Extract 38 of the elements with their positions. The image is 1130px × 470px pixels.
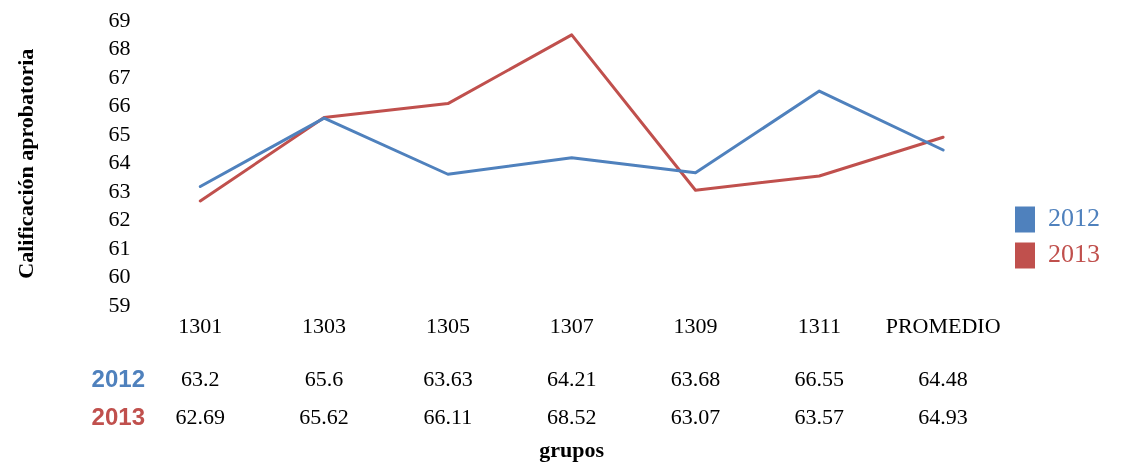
x-tick-label: PROMEDIO (885, 313, 1001, 339)
data-label: 64.48 (918, 365, 968, 391)
data-label: 64.93 (918, 403, 968, 429)
y-tick-label: 66 (108, 92, 131, 118)
y-tick-label: 62 (108, 206, 131, 232)
data-label: 63.63 (423, 365, 473, 391)
y-tick-label: 61 (108, 234, 131, 260)
y-tick-label: 65 (108, 120, 131, 146)
legend-label: 2013 (1048, 239, 1100, 269)
x-tick-label: 1305 (425, 313, 470, 339)
data-label: 64.21 (546, 365, 597, 391)
y-tick-label: 69 (108, 6, 131, 32)
text: 2013 (91, 402, 145, 430)
x-axis-title: grupos (539, 437, 605, 463)
data-label: 63.07 (670, 403, 721, 429)
data-label: 66.55 (794, 365, 845, 391)
legend-label: 2012 (1048, 203, 1100, 233)
x-tick-label: 1307 (549, 313, 594, 339)
data-label: 66.11 (423, 403, 473, 429)
data-label: 63.2 (181, 365, 220, 391)
data-label: 62.69 (175, 403, 226, 429)
x-tick-label: 1309 (673, 313, 718, 339)
y-tick-label: 68 (108, 35, 131, 61)
y-tick-label: 59 (108, 291, 131, 317)
y-axis-title: Calificación aprobatoria (12, 48, 38, 279)
text: 2012 (91, 364, 145, 392)
y-tick-label: 60 (108, 263, 131, 289)
x-tick-label: 1311 (797, 313, 841, 339)
data-label: 63.68 (670, 365, 721, 391)
y-tick-label: 67 (108, 63, 131, 89)
y-tick-label: 64 (108, 149, 131, 175)
data-label: 68.52 (546, 403, 597, 429)
data-label: 65.6 (304, 365, 344, 391)
data-label: 65.62 (299, 403, 349, 429)
x-tick-label: 1303 (302, 313, 347, 339)
y-tick-label: 63 (108, 177, 131, 203)
data-label: 63.57 (794, 403, 845, 429)
x-tick-label: 1301 (178, 313, 223, 339)
